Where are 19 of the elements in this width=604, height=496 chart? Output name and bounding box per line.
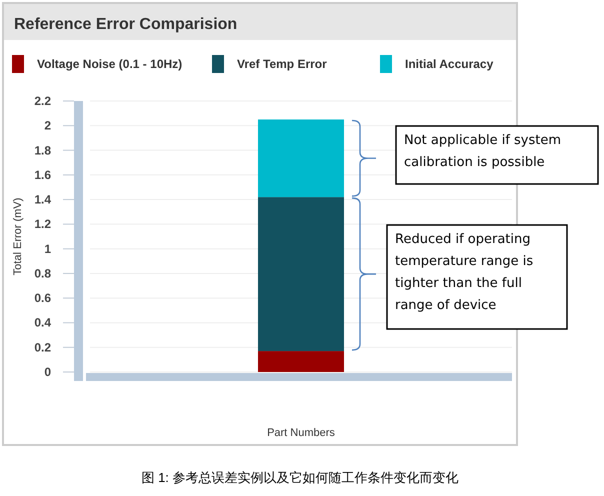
y-tick-label: 0.2 (34, 340, 52, 354)
y-tick-label: 0.6 (34, 291, 52, 306)
y-tick-label: 1.4 (34, 192, 52, 207)
y-tick-label: 0.4 (34, 316, 52, 330)
y-tick-label: 1.2 (34, 217, 52, 232)
chart-title: Reference Error Comparision (14, 16, 238, 33)
legend-label: Initial Accuracy (405, 57, 494, 71)
y-tick-label: 1.6 (34, 168, 52, 182)
y-axis-title: Total Error (mV) (12, 198, 24, 276)
legend-label: Vref Temp Error (237, 57, 328, 71)
y-tick-label: 1.8 (34, 143, 52, 158)
x-axis-title: Part Numbers (267, 427, 336, 439)
y-tick-label: 2 (44, 118, 52, 133)
y-tick-label: 0.8 (34, 266, 52, 280)
y-tick-label: 1 (44, 242, 52, 256)
caption: 图 1: 参考总误差实例以及它如何随工作条件变化而变化 (141, 470, 459, 485)
legend-label: Voltage Noise (0.1 - 10Hz) (37, 57, 182, 71)
y-tick-label: 2.2 (34, 94, 52, 108)
y-tick-label: 0 (44, 365, 52, 379)
